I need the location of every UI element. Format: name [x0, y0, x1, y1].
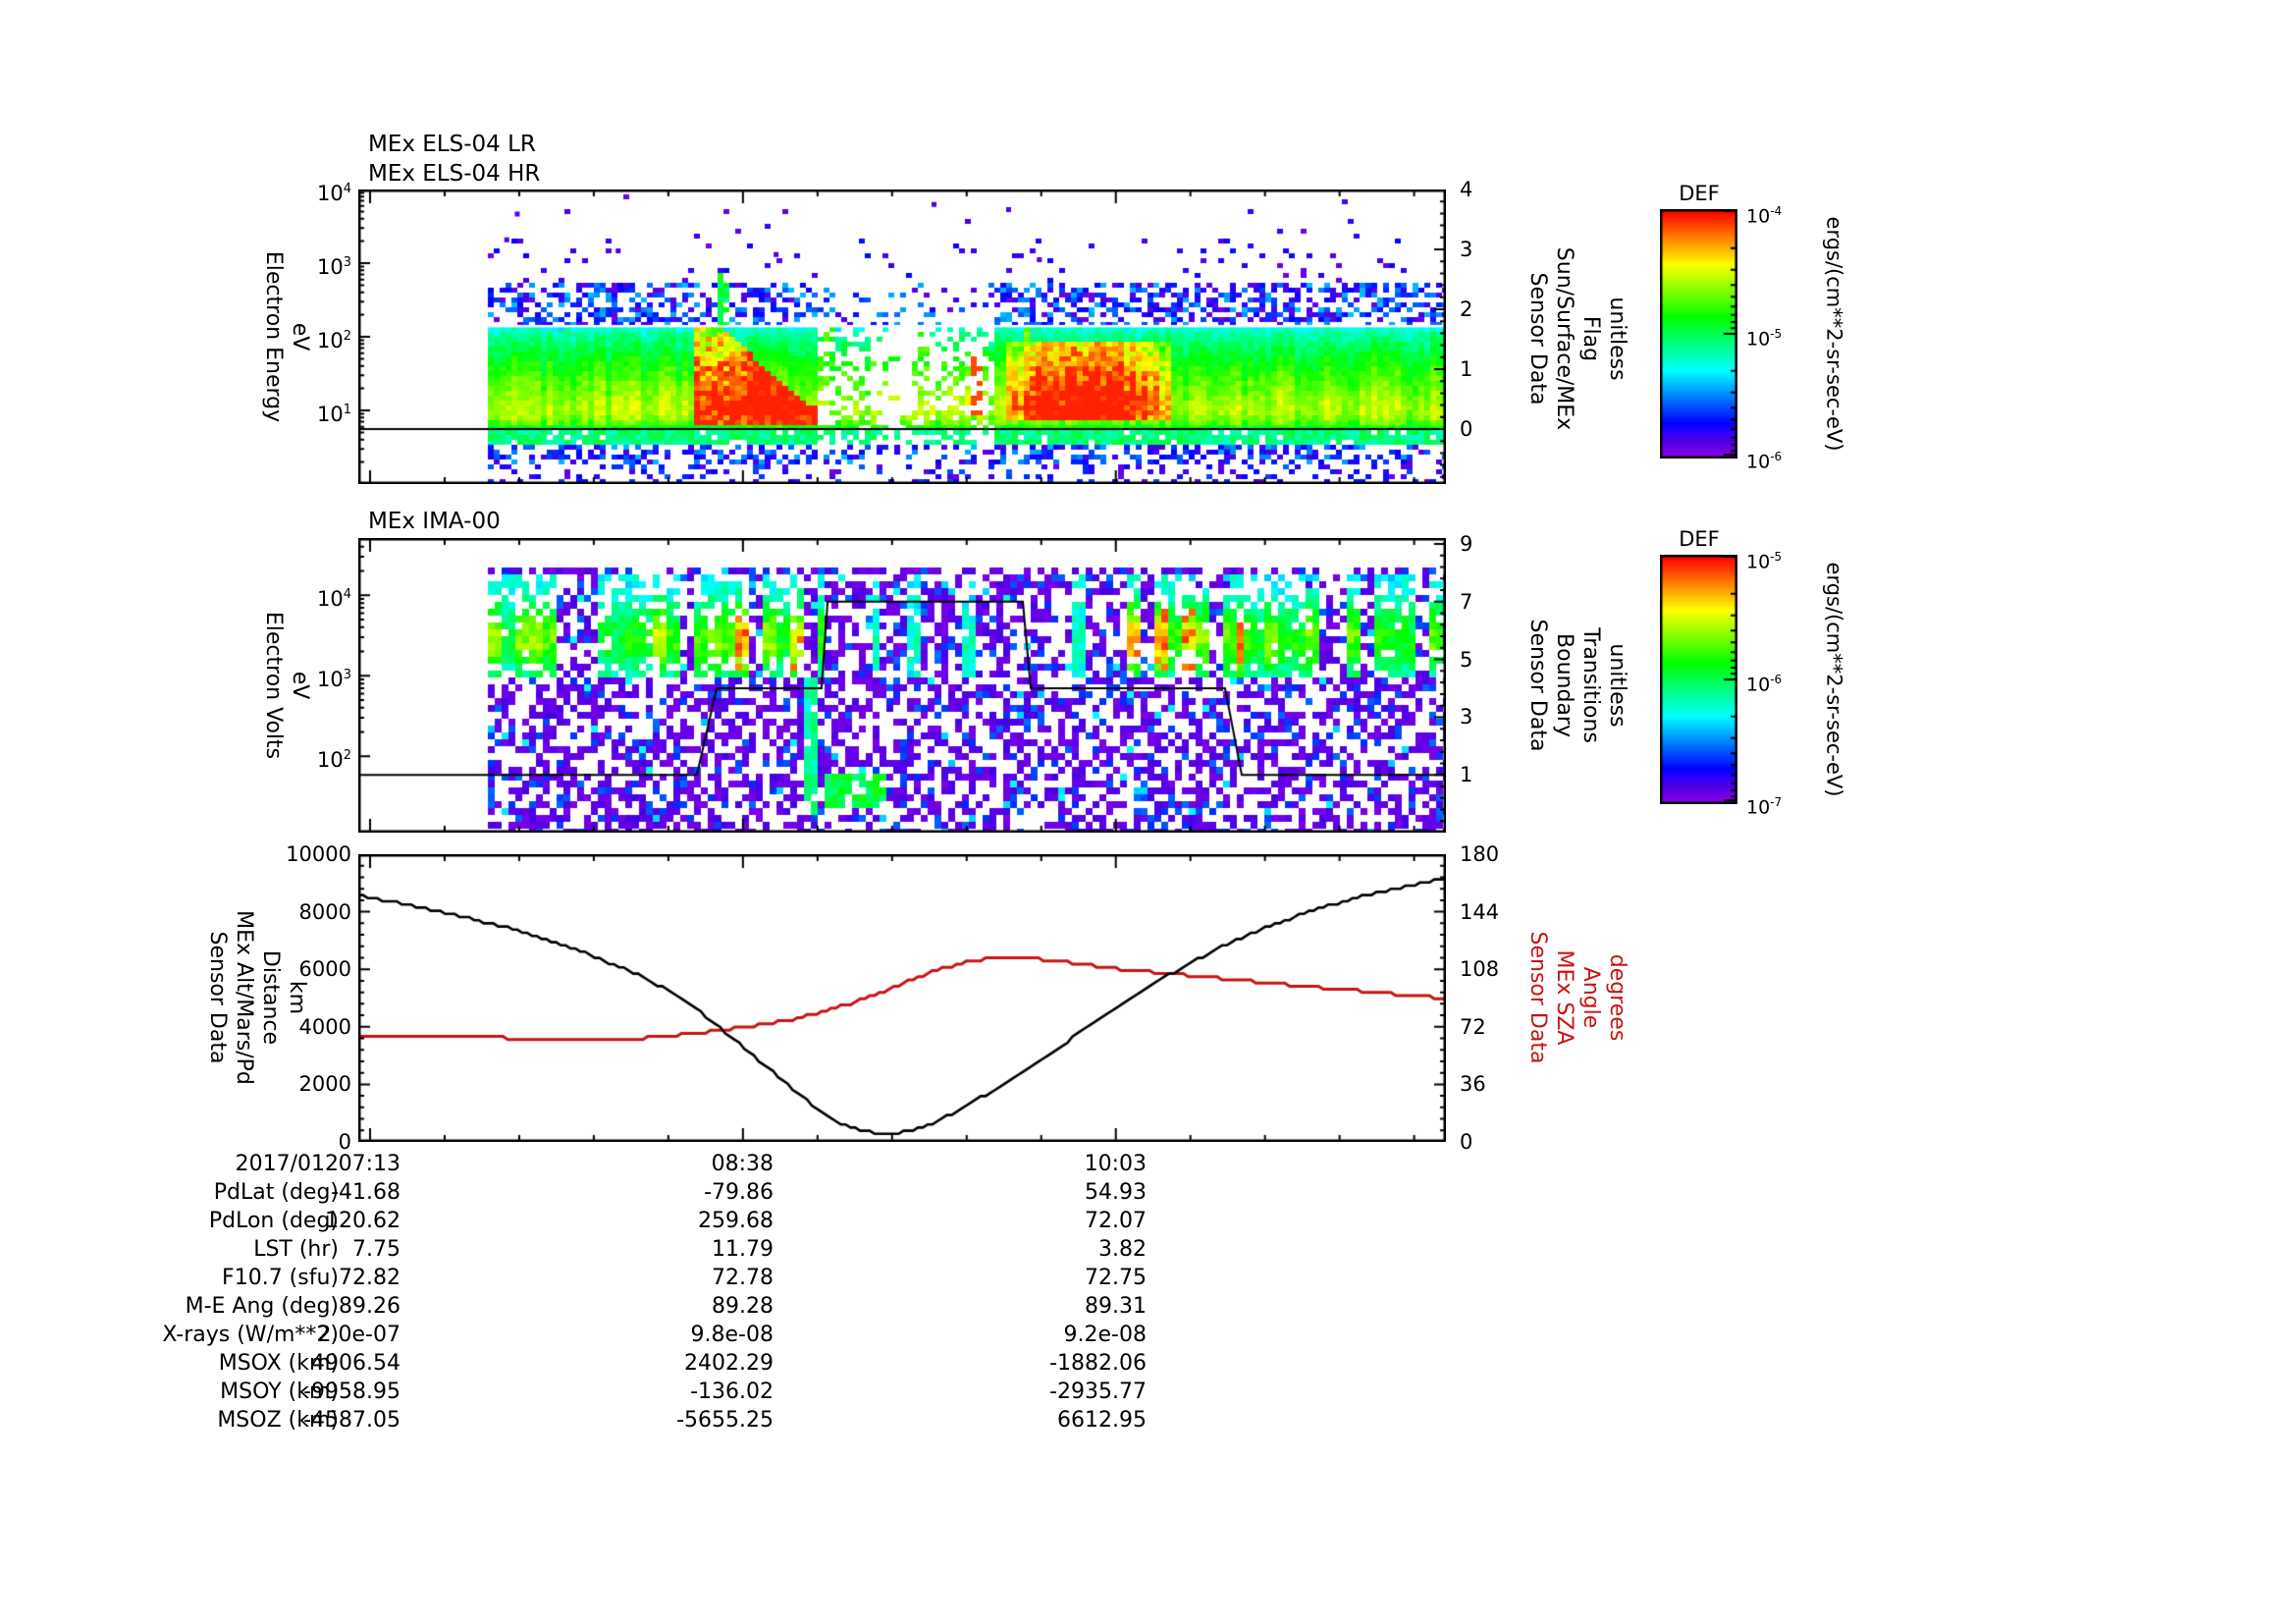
table-cell-value: -41.68	[331, 1180, 400, 1205]
ima-spectrogram	[358, 538, 1446, 833]
altitude-sza-plot	[358, 854, 1446, 1142]
table-row-label: M-E Ang (deg)	[185, 1294, 339, 1319]
table-cell-value: 2402.29	[684, 1351, 774, 1376]
els-ytick-label: 101	[316, 403, 351, 426]
ima-yaxis-title: eV Electron Volts	[261, 611, 312, 760]
ima-right-tick-label: 5	[1460, 647, 1473, 672]
line-ytick-label: 10000	[286, 842, 351, 866]
table-cell-value: 72.78	[712, 1266, 774, 1290]
table-row-label: MSOX (km)	[218, 1351, 339, 1376]
table-cell-value: 89.28	[712, 1294, 774, 1319]
els-right-axis-title: unitless Flag Sun/Surface/MEx Sensor Dat…	[1525, 246, 1629, 431]
colorbar-els-unit-label: ergs/(cm**2-sr-sec-eV)	[1822, 216, 1846, 452]
els-right-tick-label: 2	[1460, 298, 1473, 321]
colorbar-tick-label: 10-4	[1746, 204, 1783, 228]
colorbar-ima-unit-label: ergs/(cm**2-sr-sec-eV)	[1822, 562, 1846, 797]
colorbar-ima	[1660, 555, 1737, 804]
table-cell-value: 89.31	[1085, 1294, 1147, 1319]
table-row-label: X-rays (W/m**2)	[162, 1323, 339, 1347]
time-axis-label: 10:03	[1084, 1152, 1147, 1176]
time-axis-label: 07:13	[338, 1152, 400, 1176]
colorbar-tick-label: 10-7	[1746, 795, 1783, 819]
colorbar-tick-label: 10-6	[1746, 673, 1783, 696]
table-row-label: MSOY (km)	[220, 1380, 339, 1404]
table-cell-value: -9958.95	[303, 1380, 400, 1404]
table-cell-value: 9.8e-08	[690, 1323, 774, 1347]
els-ytick-label: 103	[316, 255, 351, 279]
line-ytick-label: 4000	[298, 1014, 351, 1039]
line-right-tick-label: 108	[1460, 957, 1500, 982]
table-cell-value: 54.93	[1085, 1180, 1147, 1205]
els-right-tick-label: 4	[1460, 178, 1473, 201]
colorbar-tick-label: 10-6	[1746, 450, 1783, 473]
ima-ytick-label: 104	[316, 587, 351, 612]
line-ytick-label: 0	[338, 1130, 351, 1154]
table-cell-value: -4587.05	[303, 1408, 400, 1433]
els-yaxis-title: eV Electron Energy	[261, 250, 312, 423]
table-cell-value: 3.82	[1098, 1237, 1147, 1262]
els-ytick-label: 102	[316, 329, 351, 352]
colorbar-els-title: DEF	[1679, 182, 1720, 205]
table-cell-value: 6612.95	[1057, 1408, 1147, 1433]
table-cell-value: 120.62	[325, 1209, 400, 1233]
els-spectrogram	[358, 189, 1446, 484]
line-right-tick-label: 144	[1460, 899, 1500, 924]
line-ytick-label: 2000	[298, 1072, 351, 1097]
els-right-tick-label: 0	[1460, 417, 1473, 441]
line-yaxis-title: km Distance MEx Alt/Mars/Pd Sensor Data	[205, 910, 309, 1085]
ima-title: MEx IMA-00	[368, 509, 501, 534]
line-right-axis-title: degrees Angle MEx SZA Sensor Data	[1525, 931, 1629, 1064]
colorbar-ima-title: DEF	[1679, 527, 1720, 551]
table-cell-value: 11.79	[712, 1237, 774, 1262]
table-row-label: PdLat (deg)	[213, 1180, 339, 1205]
ima-ytick-label: 103	[316, 668, 351, 692]
table-cell-value: 72.75	[1085, 1266, 1147, 1290]
ima-right-tick-label: 9	[1460, 532, 1473, 556]
els-title-line2: MEx ELS-04 HR	[368, 161, 541, 187]
table-cell-value: -2935.77	[1049, 1380, 1147, 1404]
line-ytick-label: 8000	[298, 899, 351, 924]
time-axis-label: 08:38	[711, 1152, 774, 1176]
els-right-tick-label: 1	[1460, 357, 1473, 381]
ima-right-tick-label: 1	[1460, 763, 1473, 787]
els-ytick-label: 104	[316, 182, 351, 205]
line-right-tick-label: 72	[1460, 1014, 1486, 1039]
table-row-label: PdLon (deg)	[208, 1209, 339, 1233]
colorbar-tick-label: 10-5	[1746, 550, 1783, 573]
table-row-label: LST (hr)	[253, 1237, 339, 1262]
table-cell-value: -5655.25	[676, 1408, 774, 1433]
table-cell-value: -136.02	[690, 1380, 774, 1404]
table-cell-value: 259.68	[698, 1209, 774, 1233]
table-cell-value: -79.86	[704, 1180, 774, 1205]
ima-right-tick-label: 7	[1460, 589, 1473, 614]
ima-right-tick-label: 3	[1460, 705, 1473, 730]
table-cell-value: 72.07	[1085, 1209, 1147, 1233]
table-cell-value: 9.2e-08	[1063, 1323, 1147, 1347]
colorbar-tick-label: 10-5	[1746, 327, 1783, 351]
line-ytick-label: 6000	[298, 957, 351, 982]
table-cell-value: 7.75	[352, 1237, 400, 1262]
table-row-label: 2017/012	[235, 1152, 339, 1176]
ima-ytick-label: 102	[316, 748, 351, 773]
table-cell-value: -1882.06	[1049, 1351, 1147, 1376]
els-right-tick-label: 3	[1460, 238, 1473, 261]
table-cell-value: 72.82	[339, 1266, 400, 1290]
els-title-line1: MEx ELS-04 LR	[368, 132, 536, 157]
table-cell-value: 4906.54	[311, 1351, 400, 1376]
line-right-tick-label: 180	[1460, 842, 1500, 866]
line-right-tick-label: 0	[1460, 1130, 1473, 1154]
table-cell-value: 2.0e-07	[317, 1323, 400, 1347]
table-cell-value: 89.26	[339, 1294, 400, 1319]
table-row-label: MSOZ (km)	[217, 1408, 339, 1433]
line-right-tick-label: 36	[1460, 1072, 1486, 1097]
table-row-label: F10.7 (sfu)	[222, 1266, 339, 1290]
colorbar-els	[1660, 209, 1737, 459]
ima-right-axis-title: unitless Transitions Boundary Sensor Dat…	[1525, 619, 1629, 752]
